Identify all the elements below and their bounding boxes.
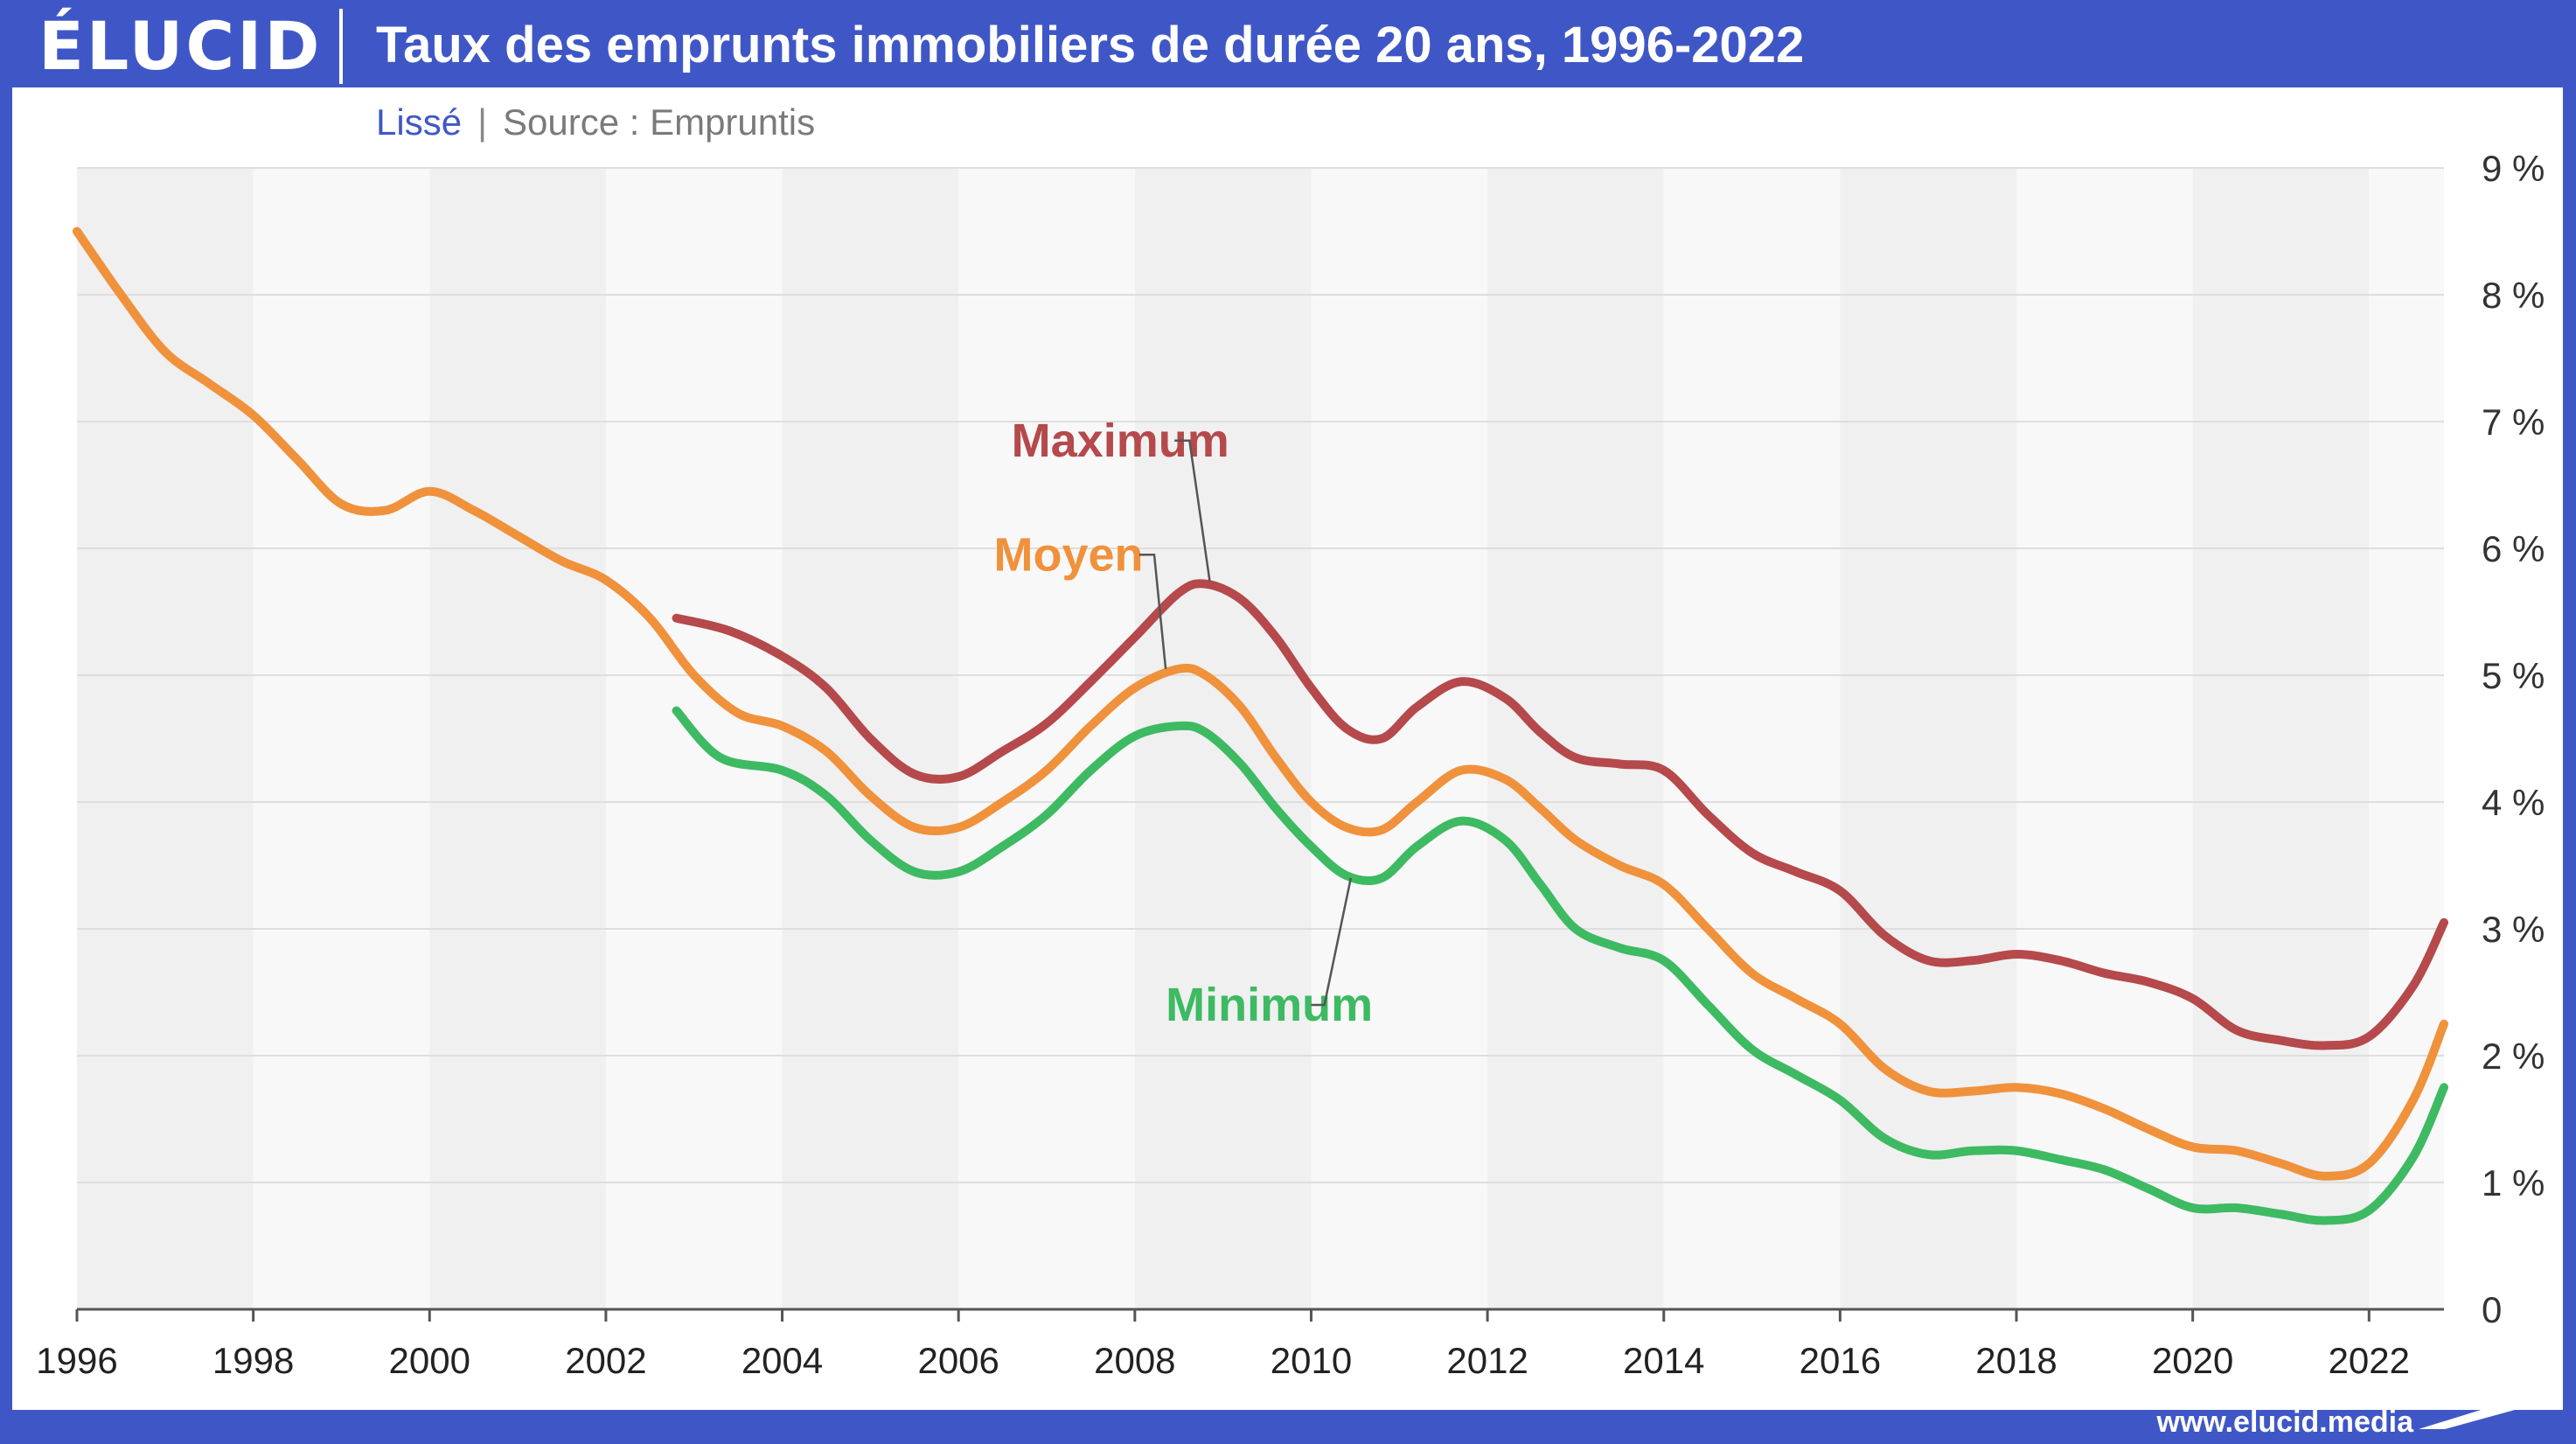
year-band — [2016, 168, 2193, 1309]
chart-title: Taux des emprunts immobiliers de durée 2… — [376, 17, 1805, 73]
series-line-maximum — [672, 579, 2448, 1050]
y-tick-label: 4 % — [2482, 782, 2545, 823]
gridlines — [77, 167, 2444, 1183]
year-band — [2192, 168, 2370, 1309]
smoothing-label: Lissé — [376, 101, 463, 143]
year-band — [77, 168, 254, 1309]
x-tick-label: 2008 — [1094, 1340, 1175, 1381]
annotation-minimum: Minimum — [1166, 979, 1373, 1031]
y-tick-label: 8 % — [2482, 275, 2545, 316]
header-bar: ÉLUCID Taux des emprunts immobiliers de … — [0, 0, 2576, 87]
year-band — [429, 168, 606, 1309]
x-tick-label: 2002 — [565, 1340, 646, 1381]
y-tick-label: 7 % — [2482, 401, 2545, 443]
leader-line — [1311, 877, 1353, 1007]
x-tick-label: 1998 — [212, 1340, 294, 1381]
year-band — [1311, 168, 1488, 1309]
y-tick-label: 6 % — [2482, 528, 2545, 569]
year-band — [2369, 168, 2444, 1309]
x-tick-label: 2006 — [917, 1340, 999, 1381]
year-band — [1134, 168, 1312, 1309]
x-tick-label: 2018 — [1975, 1340, 2057, 1381]
y-tick-label: 2 % — [2482, 1036, 2545, 1077]
series-lines — [73, 227, 2448, 1225]
leader-line — [1174, 439, 1211, 582]
y-tick-label: 5 % — [2482, 655, 2545, 696]
header-divider — [339, 9, 343, 84]
brand-mark-icon — [2419, 1399, 2515, 1429]
y-tick-label: 9 % — [2482, 148, 2545, 189]
x-tick-label: 2020 — [2152, 1340, 2233, 1381]
subtitle-separator: | — [477, 101, 487, 143]
brand-logo: ÉLUCID — [38, 7, 323, 85]
x-tick-label: 2012 — [1446, 1340, 1528, 1381]
year-band — [1487, 168, 1664, 1309]
footer-url[interactable]: www.elucid.media — [2156, 1406, 2413, 1439]
y-tick-label: 1 % — [2482, 1162, 2545, 1203]
series-annotations: Maximum Moyen Minimum — [994, 415, 1374, 1031]
x-tick-label: 2004 — [741, 1340, 823, 1381]
year-band — [1840, 168, 2017, 1309]
year-bands — [77, 168, 2444, 1309]
x-tick-label: 1996 — [36, 1340, 117, 1381]
y-tick-label: 0 — [2482, 1289, 2502, 1330]
year-band — [958, 168, 1135, 1309]
year-band — [253, 168, 430, 1309]
axes: 0 1 % 2 % 3 % 4 % 5 % 6 % 7 % 8 % 9 % 1996 1998 2000… — [36, 148, 2545, 1381]
leader-line — [1138, 554, 1167, 669]
x-tick-label: 2000 — [389, 1340, 470, 1381]
series-line-moyen — [73, 227, 2448, 1181]
source-label: Source : Empruntis — [502, 101, 816, 143]
chart-subtitle: Lissé | Source : Empruntis — [376, 96, 815, 149]
x-tick-label: 2010 — [1271, 1340, 1352, 1381]
year-band — [1663, 168, 1841, 1309]
y-tick-label: 3 % — [2482, 909, 2545, 950]
annotation-maximum: Maximum — [1012, 415, 1229, 467]
x-tick-label: 2022 — [2329, 1340, 2410, 1381]
annotation-moyen: Moyen — [994, 528, 1144, 581]
series-line-minimum — [672, 706, 2448, 1225]
x-tick-label: 2014 — [1623, 1340, 1704, 1381]
x-tick-label: 2016 — [1800, 1340, 1881, 1381]
